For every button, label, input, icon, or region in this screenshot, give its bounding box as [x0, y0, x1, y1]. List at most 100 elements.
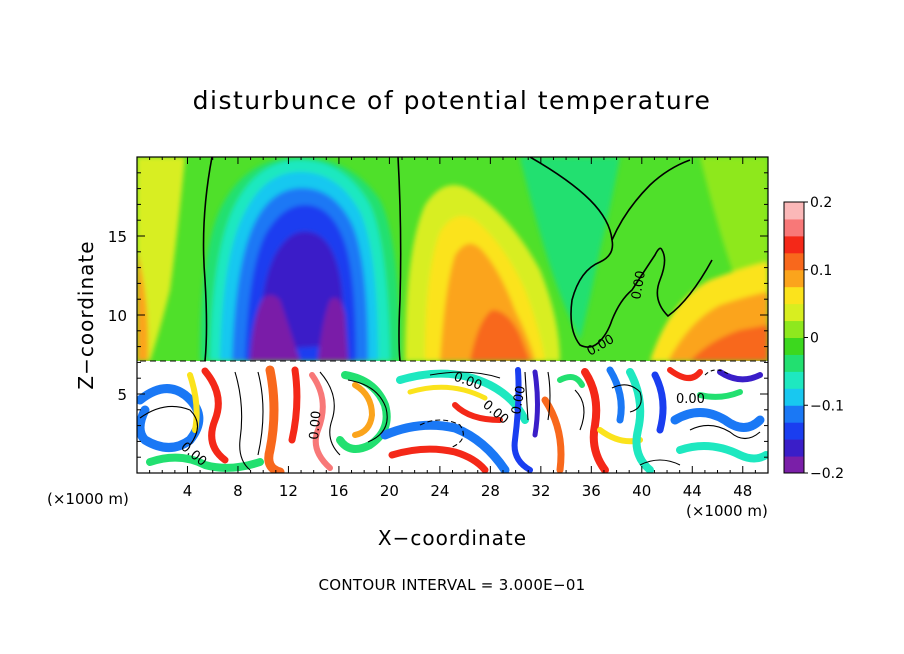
eddy [146, 453, 264, 472]
plot-area [137, 157, 768, 473]
eddy [187, 372, 200, 433]
x-tick-label: 20 [380, 482, 399, 500]
x-tick-label: 32 [531, 482, 550, 500]
contour-line [234, 371, 251, 471]
eddy [541, 396, 565, 473]
x-unit-label: (×1000 m) [47, 490, 129, 508]
turbulent-structures [137, 365, 768, 473]
eddy [670, 408, 765, 432]
contour-label: 0.00 [676, 392, 705, 407]
x-tick-label: 44 [683, 482, 702, 500]
eddy [264, 365, 285, 473]
x-axis: 4 8 12 16 20 24 28 32 36 40 44 48 [149, 157, 756, 500]
colorbar-swatch [784, 371, 804, 389]
eddy [388, 445, 489, 473]
eddy [532, 369, 540, 438]
x-tick-label: 24 [430, 482, 449, 500]
colorbar-swatch [784, 235, 804, 254]
colorbar-swatch [784, 456, 804, 474]
eddy [201, 367, 229, 464]
eddy [697, 389, 743, 400]
x-tick-label: 48 [733, 482, 752, 500]
contour-line [529, 157, 713, 348]
colorbar-tick-label: 0.2 [810, 195, 832, 211]
eddy [380, 420, 510, 473]
contour-interval-note: CONTOUR INTERVAL = 3.000E−01 [318, 576, 586, 594]
eddy [626, 368, 654, 473]
contour-label: 0.00 [509, 385, 529, 416]
eddy [667, 367, 703, 381]
x-unit-label-right: (×1000 m) [686, 502, 768, 520]
x-tick-label: 8 [233, 482, 243, 500]
eddy [557, 373, 585, 388]
colorbar-swatch [784, 269, 804, 288]
contour-line [611, 159, 691, 241]
left-edge-yellow [137, 157, 185, 361]
contour-line [139, 405, 199, 446]
plume-purple-right [318, 297, 348, 361]
contour-line [419, 419, 464, 449]
cool-tongue [520, 157, 620, 340]
eddy [352, 382, 375, 438]
chart-title: disturbunce of potential temperature [192, 86, 712, 115]
colorbar-tick-label: 0.1 [810, 263, 832, 279]
y-tick-label: 15 [108, 228, 127, 246]
eddy [717, 369, 763, 383]
colorbar-swatch [784, 218, 804, 237]
warm-mid-red-orange [470, 310, 530, 361]
eddy [651, 371, 667, 434]
x-axis-title: X−coordinate [377, 526, 528, 550]
contour-line [397, 157, 402, 362]
contour-label: 0.00 [307, 410, 324, 440]
colorbar-swatch [784, 388, 804, 406]
colorbar-swatch [784, 286, 804, 305]
eddy [407, 384, 488, 401]
x-tick-label: 28 [481, 482, 500, 500]
eddy [288, 366, 301, 444]
upper-contours [202, 157, 713, 362]
colorbar-swatch [784, 337, 804, 355]
x-tick-label: 40 [632, 482, 651, 500]
lower-contours [139, 360, 768, 471]
colorbar-tick-label: 0 [810, 331, 819, 347]
upper-field [137, 157, 768, 362]
eddy [511, 367, 533, 473]
contour-line [547, 371, 551, 421]
contour-line [611, 384, 642, 413]
x-tick-label: 12 [279, 482, 298, 500]
colorbar-swatch [784, 439, 804, 457]
colorbar-swatch [784, 405, 804, 423]
y-tick-label: 5 [117, 386, 127, 404]
contour-line [319, 371, 341, 456]
contour-line [689, 424, 761, 440]
contour-line [704, 369, 731, 376]
contour-line [639, 459, 681, 466]
colorbar-swatch [784, 422, 804, 440]
colorbar-tick-label: −0.2 [810, 466, 844, 482]
x-tick-label: 36 [582, 482, 601, 500]
eddy [676, 442, 768, 463]
contour-line [574, 389, 585, 431]
colorbar-swatch [784, 252, 804, 271]
colorbar-tick-label: −0.1 [810, 398, 844, 414]
lower-layer [137, 360, 768, 473]
left-edge-orange [137, 250, 149, 361]
colorbar: 0.2 0.1 0 −0.1 −0.2 [783, 195, 844, 482]
y-axis: 5 10 15 [108, 172, 768, 458]
contour-line [257, 371, 264, 456]
plume-purple-left [250, 295, 300, 361]
x-tick-label: 16 [329, 482, 348, 500]
contour-line [524, 371, 529, 421]
eddy [581, 368, 609, 473]
contour-line [202, 157, 213, 362]
colorbar-swatch [784, 354, 804, 372]
contour-line [347, 379, 388, 443]
eddy [452, 402, 503, 423]
eddy [137, 384, 204, 452]
y-axis-title: Z−coordinate [74, 240, 98, 390]
colorbar-swatch [784, 303, 804, 322]
colorbar-swatch [784, 320, 804, 338]
contour-line [429, 371, 501, 379]
eddy [606, 366, 625, 424]
